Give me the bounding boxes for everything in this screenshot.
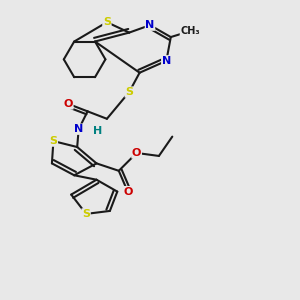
Text: O: O (64, 99, 73, 109)
Text: H: H (93, 126, 103, 136)
Text: S: S (50, 136, 57, 146)
Text: S: S (125, 87, 133, 97)
Text: CH₃: CH₃ (180, 26, 200, 36)
Text: N: N (74, 124, 83, 134)
Text: N: N (146, 20, 154, 30)
Text: O: O (132, 148, 141, 158)
Text: N: N (162, 56, 171, 66)
Text: S: S (82, 209, 90, 219)
Text: S: S (103, 17, 111, 27)
Text: O: O (123, 187, 132, 196)
